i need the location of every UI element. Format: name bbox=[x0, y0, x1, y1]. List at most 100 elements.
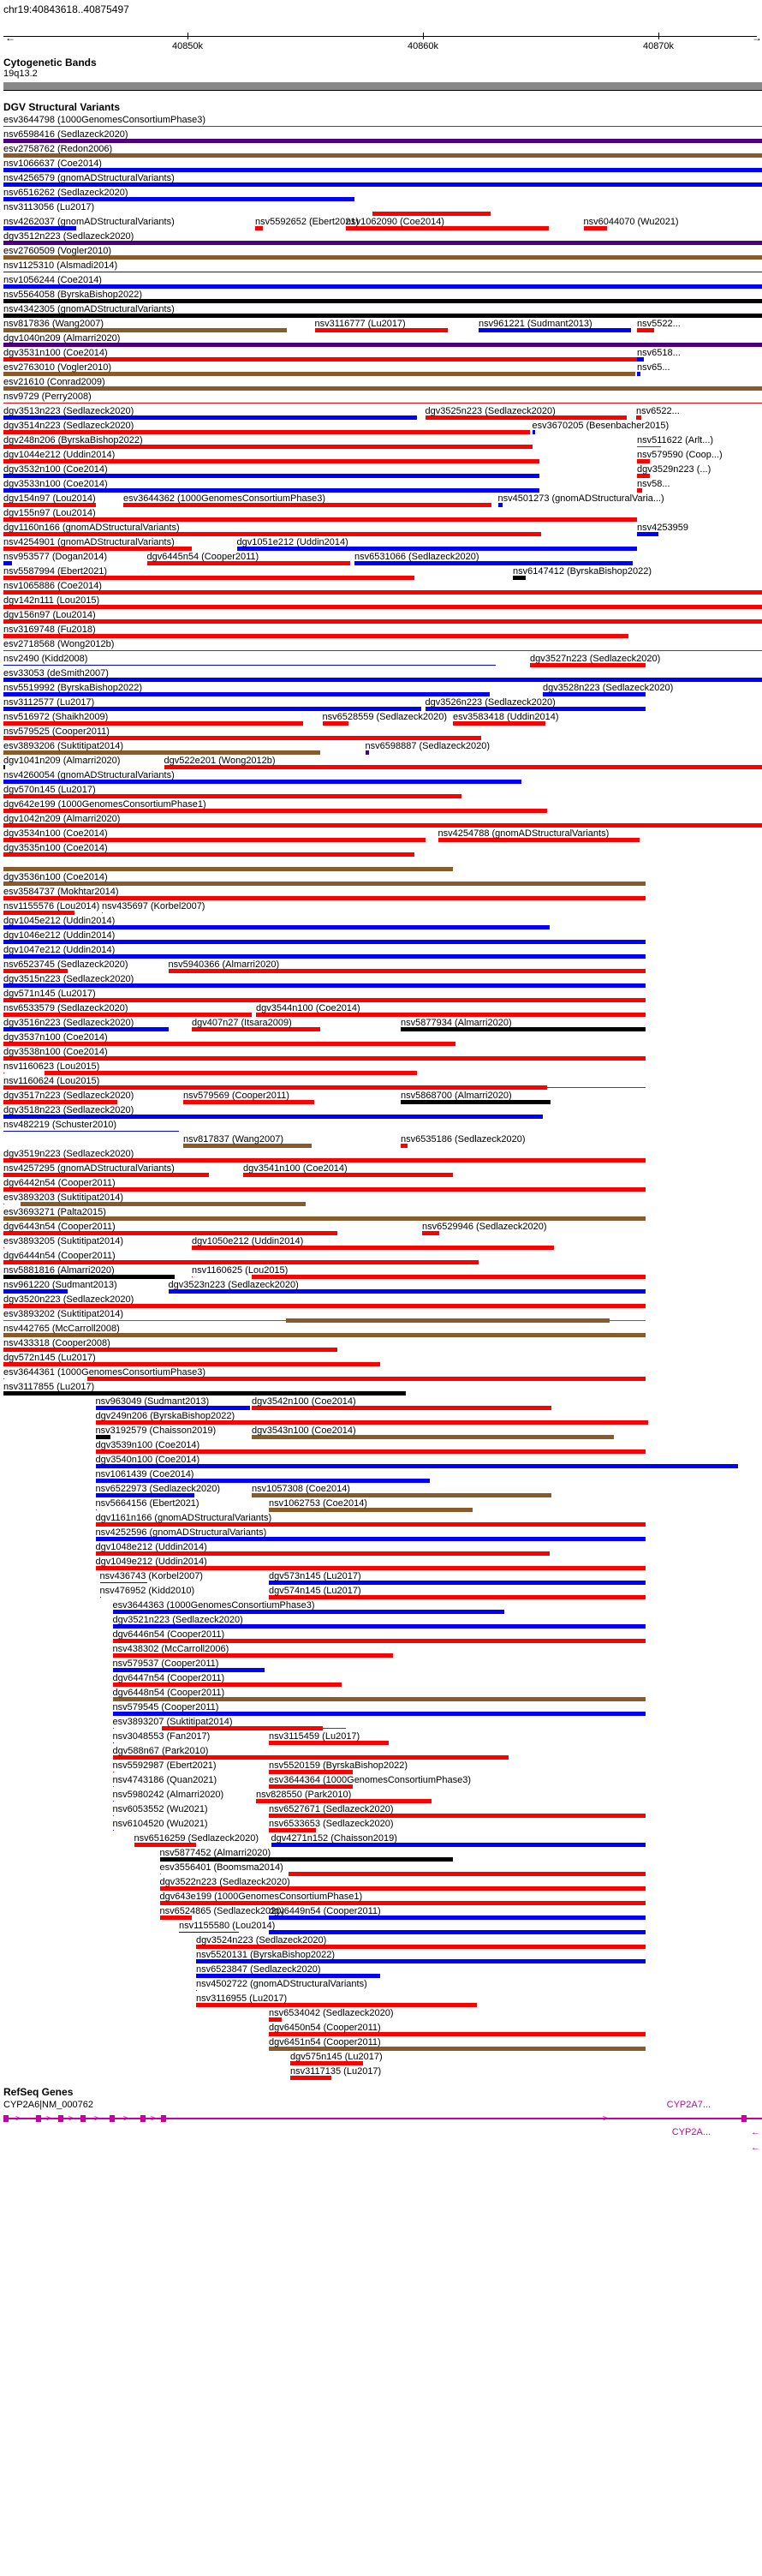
sv-label[interactable]: dgv3533n100 (Coe2014) bbox=[3, 479, 108, 489]
sv-track-row[interactable]: nsv6598416 (Sedlazeck2020) bbox=[3, 129, 762, 144]
sv-label[interactable]: dgv1050e212 (Uddin2014) bbox=[192, 1236, 303, 1246]
sv-label[interactable]: esv3893207 (Suktitipat2014) bbox=[113, 1717, 233, 1727]
sv-label[interactable]: nsv3112577 (Lu2017) bbox=[3, 697, 94, 708]
sv-label[interactable]: dgv6442n54 (Cooper2011) bbox=[3, 1178, 116, 1188]
sv-track-row[interactable]: dgv6447n54 (Cooper2011) bbox=[3, 1673, 762, 1688]
sv-track-row[interactable]: nsv476952 (Kidd2010) dgv574n145 (Lu2017) bbox=[3, 1586, 762, 1600]
sv-label[interactable]: nsv6523745 (Sedlazeck2020) bbox=[3, 959, 128, 970]
sv-bar[interactable] bbox=[192, 1276, 193, 1277]
sv-label[interactable]: nsv1062090 (Coe2014) bbox=[346, 217, 444, 227]
sv-track-row[interactable]: dgv6444n54 (Cooper2011) bbox=[3, 1251, 762, 1265]
sv-track-row[interactable]: nsv3048553 (Fan2017) nsv3115459 (Lu2017) bbox=[3, 1731, 762, 1746]
sv-label[interactable]: dgv3517n223 (Sedlazeck2020) bbox=[3, 1091, 134, 1101]
sv-label[interactable]: nsv6534042 (Sedlazeck2020) bbox=[269, 2008, 394, 2018]
sv-label[interactable]: dgv6449n54 (Cooper2011) bbox=[269, 1906, 381, 1916]
sv-bar[interactable] bbox=[113, 1786, 114, 1787]
sv-label[interactable]: nsv1061439 (Coe2014) bbox=[96, 1469, 194, 1479]
sv-label[interactable]: nsv3115459 (Lu2017) bbox=[269, 1731, 360, 1742]
sv-track-row[interactable]: dgv1042n209 (Almarri2020) bbox=[3, 814, 762, 828]
sv-track-row[interactable]: nsv3117135 (Lu2017) bbox=[3, 2066, 762, 2081]
sv-bar[interactable] bbox=[3, 605, 762, 609]
sv-label[interactable]: nsv4253959 bbox=[637, 523, 688, 533]
sv-label[interactable]: nsv3116955 (Lu2017) bbox=[196, 1993, 287, 2004]
sv-extension-line[interactable] bbox=[4, 1131, 179, 1132]
sv-track-row[interactable]: nsv1065886 (Coe2014) bbox=[3, 581, 762, 595]
sv-track-row[interactable]: nsv3169748 (Fu2018) bbox=[3, 625, 762, 639]
sv-label[interactable]: dgv3536n100 (Coe2014) bbox=[3, 872, 108, 882]
sv-label[interactable]: nsv6516259 (Sedlazeck2020) bbox=[134, 1833, 259, 1844]
sv-label[interactable]: dgv3514n223 (Sedlazeck2020) bbox=[3, 421, 134, 431]
sv-label[interactable]: nsv6531066 (Sedlazeck2020) bbox=[354, 552, 479, 562]
sv-label[interactable]: nsv5522... bbox=[637, 319, 681, 329]
sv-track-row[interactable]: nsv4743186 (Quan2021) esv3644364 (1000Gen… bbox=[3, 1775, 762, 1790]
sv-bar[interactable] bbox=[100, 1597, 101, 1598]
sv-label[interactable]: nsv1155576 (Lou2014) bbox=[3, 901, 99, 911]
sv-track-row[interactable]: dgv156n97 (Lou2014) bbox=[3, 610, 762, 625]
sv-label[interactable]: dgv6444n54 (Cooper2011) bbox=[3, 1251, 116, 1261]
sv-track-row[interactable]: dgv1049e212 (Uddin2014) bbox=[3, 1557, 762, 1571]
sv-track-row[interactable]: nsv2490 (Kidd2008) dgv3527n223 (Sedlazeck… bbox=[3, 654, 762, 668]
sv-bar[interactable] bbox=[289, 1872, 646, 1876]
sv-track-row[interactable]: dgv3517n223 (Sedlazeck2020) nsv579569 (Co… bbox=[3, 1091, 762, 1105]
sv-bar[interactable] bbox=[113, 1742, 114, 1743]
sv-track-row[interactable]: dgv1046e212 (Uddin2014) bbox=[3, 930, 762, 945]
sv-bar[interactable] bbox=[3, 650, 762, 651]
sv-track-row[interactable]: dgv3513n223 (Sedlazeck2020) dgv3525n223 (… bbox=[3, 406, 762, 421]
sv-label[interactable]: nsv961220 (Sudmant2013) bbox=[3, 1280, 117, 1290]
sv-label[interactable]: nsv961221 (Sudmant2013) bbox=[479, 319, 592, 329]
sv-track-row[interactable]: esv3644798 (1000GenomesConsortiumPhase3) bbox=[3, 115, 762, 129]
sv-label[interactable]: nsv5592987 (Ebert2021) bbox=[113, 1760, 217, 1771]
sv-label[interactable]: dgv1046e212 (Uddin2014) bbox=[3, 930, 115, 941]
sv-track-row[interactable]: dgv570n145 (Lu2017) bbox=[3, 785, 762, 799]
sv-track-row[interactable]: nsv4252596 (gnomADStructuralVariants) bbox=[3, 1527, 762, 1542]
sv-track-row[interactable]: dgv1044e212 (Uddin2014) nsv579590 (Coop..… bbox=[3, 450, 762, 464]
sv-track-row[interactable]: dgv6450n54 (Cooper2011) bbox=[3, 2023, 762, 2037]
sv-label[interactable]: nsv4743186 (Quan2021) bbox=[113, 1775, 217, 1785]
sv-track-row[interactable]: dgv6446n54 (Cooper2011) bbox=[3, 1629, 762, 1644]
sv-label[interactable]: dgv1044e212 (Uddin2014) bbox=[3, 450, 115, 460]
sv-label[interactable]: nsv5520159 (ByrskaBishop2022) bbox=[269, 1760, 408, 1771]
sv-label[interactable]: dgv249n206 (ByrskaBishop2022) bbox=[96, 1411, 235, 1421]
sv-track-row[interactable]: dgv1161n166 (gnomADStructuralVariants) bbox=[3, 1513, 762, 1527]
sv-bar[interactable] bbox=[3, 255, 762, 260]
sv-label[interactable]: dgv3535n100 (Coe2014) bbox=[3, 843, 108, 853]
sv-extension-line[interactable] bbox=[323, 1728, 347, 1729]
sv-label[interactable]: nsv435697 (Korbel2007) bbox=[102, 901, 205, 911]
sv-label[interactable]: esv33053 (deSmith2007) bbox=[3, 668, 109, 678]
sv-track-row[interactable]: dgv3524n223 (Sedlazeck2020) bbox=[3, 1935, 762, 1950]
sv-label[interactable]: esv2718568 (Wong2012b) bbox=[3, 639, 114, 649]
sv-track-row[interactable]: nsv482219 (Schuster2010) bbox=[3, 1120, 762, 1134]
sv-track-row[interactable]: nsv6516262 (Sedlazeck2020) bbox=[3, 188, 762, 202]
sv-track-row[interactable]: dgv3516n223 (Sedlazeck2020) dgv407n27 (It… bbox=[3, 1018, 762, 1032]
sv-bar[interactable] bbox=[3, 590, 762, 595]
sv-label[interactable]: dgv3531n100 (Coe2014) bbox=[3, 348, 108, 358]
sv-label[interactable]: dgv3542n100 (Coe2014) bbox=[252, 1396, 356, 1407]
sv-label[interactable]: esv3693271 (Palta2015) bbox=[3, 1207, 106, 1217]
sv-label[interactable]: nsv1160623 (Lou2015) bbox=[3, 1061, 99, 1072]
sv-label[interactable]: dgv575n145 (Lu2017) bbox=[290, 2052, 383, 2062]
sv-label[interactable]: nsv579545 (Cooper2011) bbox=[113, 1702, 219, 1712]
sv-label[interactable]: dgv6443n54 (Cooper2011) bbox=[3, 1222, 116, 1232]
sv-track-row[interactable]: nsv1160623 (Lou2015) bbox=[3, 1061, 762, 1076]
sv-label[interactable]: dgv156n97 (Lou2014) bbox=[3, 610, 96, 620]
sv-track-row[interactable]: nsv4256579 (gnomADStructuralVariants)dgv… bbox=[3, 173, 762, 188]
sv-label[interactable]: nsv482219 (Schuster2010) bbox=[3, 1120, 116, 1130]
sv-bar[interactable] bbox=[45, 1071, 417, 1075]
sv-bar[interactable] bbox=[252, 1275, 646, 1279]
sv-label[interactable]: dgv3540n100 (Coe2014) bbox=[96, 1455, 200, 1465]
sv-label[interactable]: nsv579590 (Coop...) bbox=[637, 450, 723, 460]
sv-label[interactable]: nsv1155580 (Lou2014) bbox=[179, 1921, 275, 1931]
sv-track-row[interactable]: esv33053 (deSmith2007) bbox=[3, 668, 762, 683]
sv-track-row[interactable]: nsv5520131 (ByrskaBishop2022) bbox=[3, 1950, 762, 1964]
sv-label[interactable]: esv3893205 (Suktitipat2014) bbox=[3, 1236, 123, 1246]
sv-bar[interactable] bbox=[179, 1932, 239, 1933]
sv-track-row[interactable]: dgv6451n54 (Cooper2011) bbox=[3, 2037, 762, 2052]
sv-label[interactable]: nsv1160624 (Lou2015) bbox=[3, 1076, 99, 1086]
sv-label[interactable]: nsv4502722 (gnomADStructuralVariants) bbox=[196, 1979, 367, 1989]
sv-label[interactable]: dgv3521n223 (Sedlazeck2020) bbox=[113, 1615, 243, 1625]
sv-bar[interactable] bbox=[3, 678, 762, 682]
sv-track-row[interactable]: dgv643e199 (1000GenomesConsortiumPhase1) bbox=[3, 1892, 762, 1906]
sv-label[interactable]: nsv5980242 (Almarri2020) bbox=[113, 1790, 224, 1800]
sv-track-row[interactable]: nsv9729 (Perry2008) bbox=[3, 391, 762, 406]
sv-label[interactable]: dgv3525n223 (Sedlazeck2020) bbox=[426, 406, 556, 416]
